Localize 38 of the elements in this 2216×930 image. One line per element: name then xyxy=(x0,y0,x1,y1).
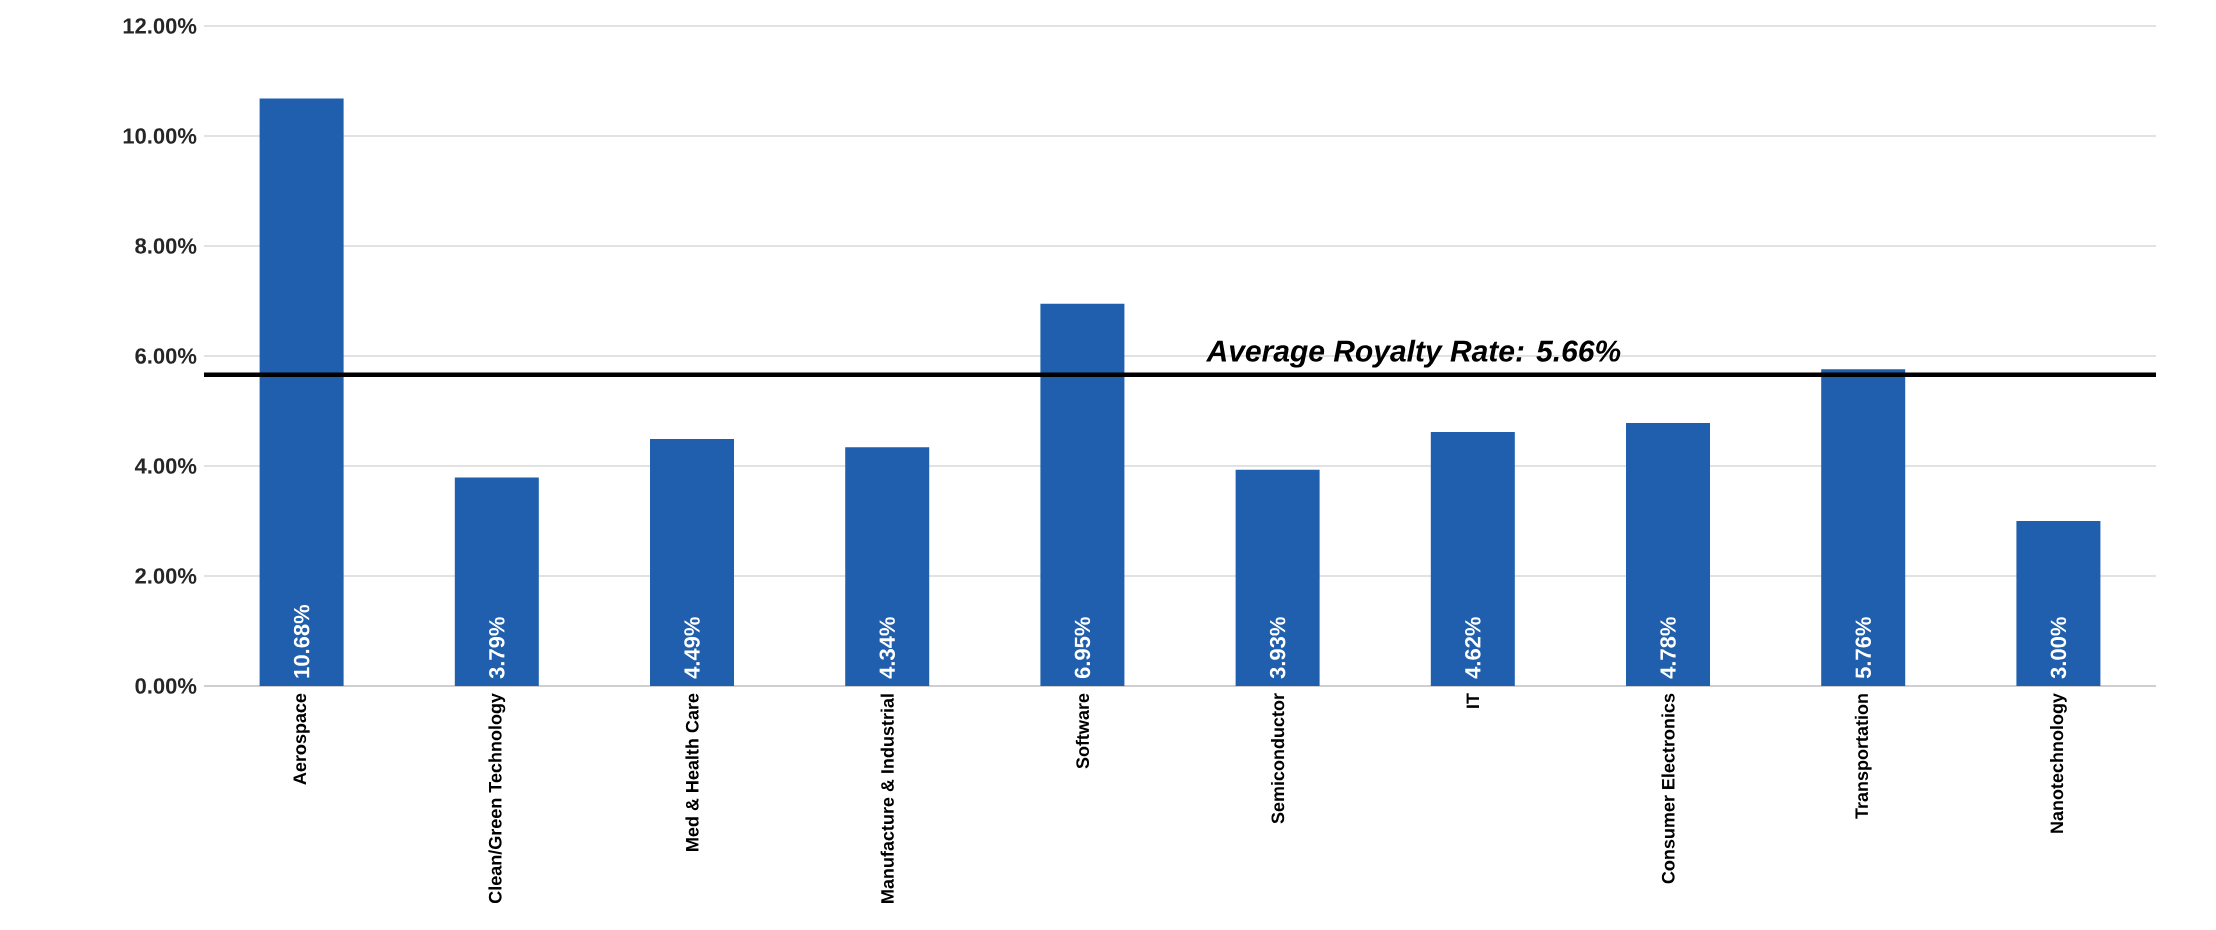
x-tick-label: Semiconductor xyxy=(1271,693,1285,824)
bar xyxy=(1430,431,1515,686)
bar xyxy=(259,98,344,686)
data-label: 4.49% xyxy=(684,617,700,679)
y-tick-label: 6.00% xyxy=(135,348,197,364)
x-tick-label: Transportation xyxy=(1854,694,1872,819)
y-tick-label: 12.00% xyxy=(123,18,197,34)
bar xyxy=(2016,520,2101,686)
data-label: 3.00% xyxy=(2050,617,2067,679)
y-tick-label: 0.00% xyxy=(135,678,197,694)
bar xyxy=(1235,469,1320,686)
data-label: 6.95% xyxy=(1074,617,1091,679)
bar xyxy=(650,439,735,686)
x-tick-label: IT xyxy=(1466,693,1479,708)
data-label: 10.68% xyxy=(293,604,310,678)
bar xyxy=(454,477,539,686)
bar xyxy=(845,447,930,686)
bar xyxy=(1626,423,1711,686)
data-label: 3.93% xyxy=(1269,617,1286,679)
data-label: 4.78% xyxy=(1660,617,1676,679)
y-tick-label: 8.00% xyxy=(135,238,197,254)
x-tick-label: Clean/Green Technology xyxy=(488,693,506,904)
x-tick-label: Manufacture & Industrial xyxy=(880,694,894,903)
y-tick-label: 2.00% xyxy=(135,568,197,584)
bar xyxy=(1821,369,1906,686)
data-label: 4.34% xyxy=(879,617,896,679)
y-tick-label: 10.00% xyxy=(123,128,197,144)
data-label: 4.62% xyxy=(1465,617,1481,679)
x-tick-label: Nanotechnology xyxy=(2049,693,2067,833)
x-tick-label: Software xyxy=(1075,693,1090,769)
x-tick-label: Aerospace xyxy=(293,693,310,785)
ref-line-label: Average Royalty Rate: 5.66% xyxy=(1205,339,1621,368)
y-tick-label: 4.00% xyxy=(134,458,197,474)
bar xyxy=(1040,303,1125,686)
x-tick-label: Consumer Electronics xyxy=(1661,693,1675,884)
data-label: 3.79% xyxy=(489,617,505,679)
data-label: 5.76% xyxy=(1855,617,1872,679)
x-tick-label: Med & Health Care xyxy=(685,693,699,851)
